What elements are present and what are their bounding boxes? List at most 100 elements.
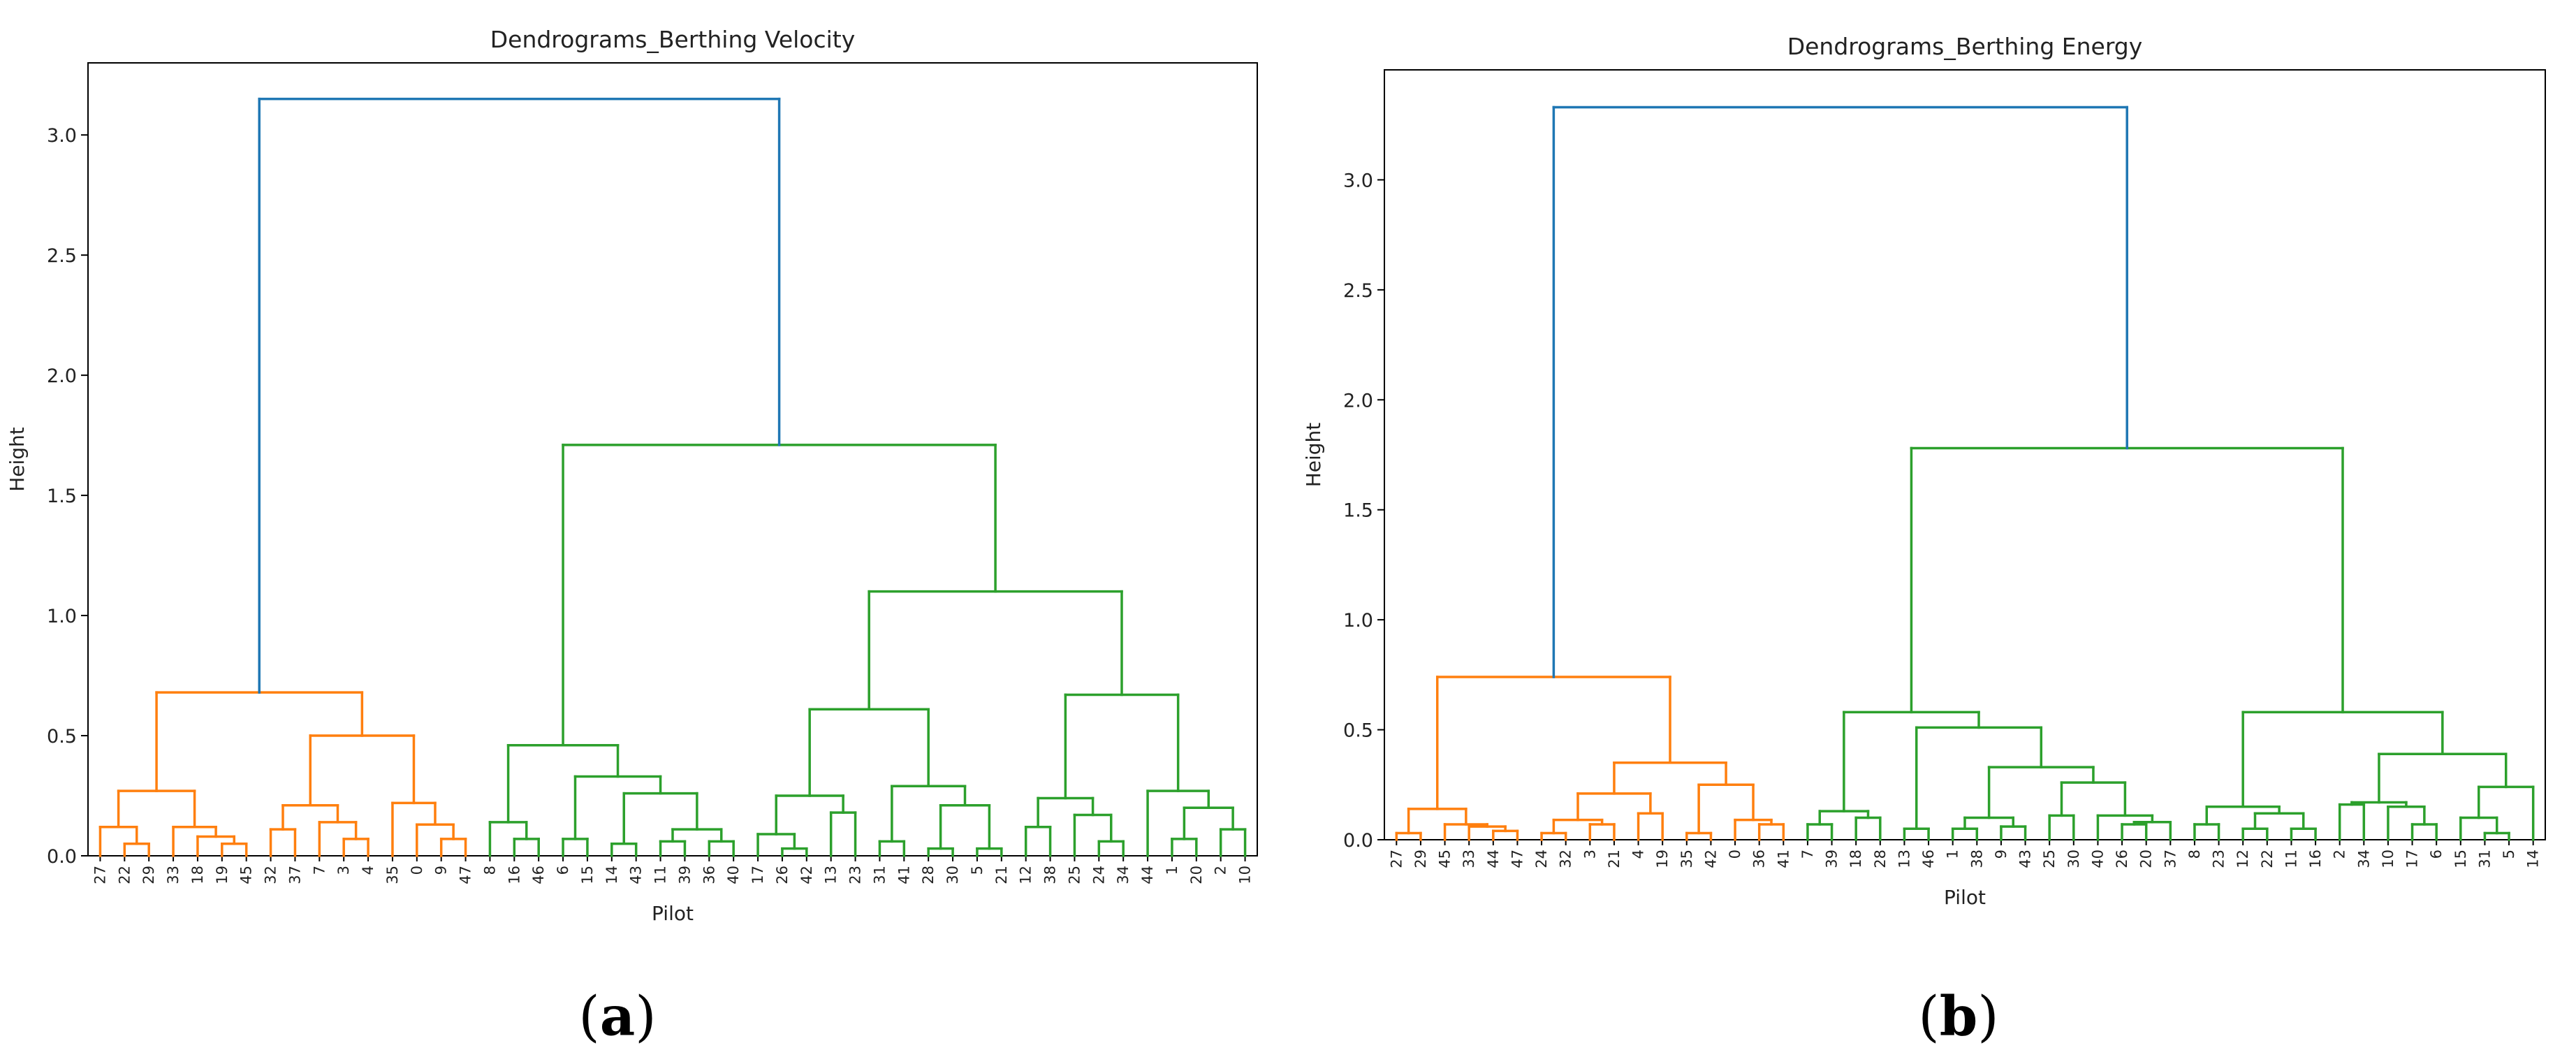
leaf-label: 33 (165, 866, 182, 884)
leaf-label: 4 (360, 866, 376, 875)
leaf-label: 10 (2380, 850, 2396, 868)
leaf-label: 16 (506, 866, 522, 884)
leaf-label: 15 (579, 866, 596, 884)
y-axis-label: Height (6, 427, 29, 492)
y-tick-label: 0.0 (1343, 830, 1373, 852)
leaf-label: 1 (1945, 850, 1961, 859)
leaf-label: 32 (1558, 850, 1574, 868)
leaf-label: 19 (1654, 850, 1671, 868)
leaf-label: 23 (2211, 850, 2227, 868)
leaf-label: 7 (311, 866, 328, 875)
leaf-label: 13 (823, 866, 840, 884)
leaf-label: 43 (2017, 850, 2034, 868)
leaf-label: 11 (2283, 850, 2299, 868)
leaf-label: 41 (1775, 850, 1792, 868)
leaf-label: 4 (1630, 850, 1647, 859)
leaf-label: 35 (384, 866, 401, 884)
leaf-label: 2 (2332, 850, 2348, 859)
leaf-label: 1 (1164, 866, 1180, 875)
leaf-label: 9 (1993, 850, 2010, 859)
leaf-label: 17 (2404, 850, 2421, 868)
x-axis-label: Pilot (1944, 886, 1986, 909)
leaf-label: 40 (2089, 850, 2106, 868)
leaf-label: 29 (140, 866, 157, 884)
leaf-label: 25 (2041, 850, 2058, 868)
y-tick-label: 0.5 (1343, 720, 1373, 742)
leaf-label: 20 (2138, 850, 2155, 868)
leaf-label: 25 (1066, 866, 1083, 884)
leaf-label: 6 (2428, 850, 2445, 859)
y-tick-label: 2.5 (1343, 280, 1373, 302)
leaf-label: 28 (1872, 850, 1889, 868)
caption-b: (b) (1918, 984, 1999, 1049)
leaf-label: 41 (895, 866, 912, 884)
y-tick-label: 2.5 (47, 245, 77, 267)
dendrogram-energy: Dendrograms_Berthing Energy 0.0 0.5 1.0 1.5 2… (1302, 33, 2546, 909)
leaf-label: 21 (1606, 850, 1623, 868)
leaf-label: 6 (555, 866, 571, 875)
y-tick-label: 0.0 (47, 846, 77, 868)
leaf-label: 11 (652, 866, 669, 884)
y-tick-label: 2.0 (1343, 390, 1373, 411)
leaf-label: 42 (798, 866, 815, 884)
leaf-label: 47 (1509, 850, 1525, 868)
leaf-label: 40 (725, 866, 742, 884)
dendrogram-velocity: Dendrograms_Berthing Velocity 0.0 0.5 1.0 1.… (6, 26, 1258, 925)
leaf-label: 26 (774, 866, 791, 884)
leaf-label: 27 (92, 866, 108, 884)
leaf-label: 5 (969, 866, 986, 875)
y-tick-label: 1.5 (47, 486, 77, 507)
leaf-label: 14 (2525, 850, 2542, 868)
leaf-label: 45 (238, 866, 255, 884)
y-tick-label: 0.5 (47, 726, 77, 748)
leaf-label: 34 (2355, 850, 2372, 868)
y-tick-label: 1.5 (1343, 500, 1373, 522)
leaf-label: 19 (214, 866, 230, 884)
leaf-label: 31 (871, 866, 888, 884)
leaf-label: 24 (1090, 866, 1107, 884)
plot-frame (1384, 69, 2546, 840)
leaf-label: 16 (2307, 850, 2324, 868)
leaf-label: 22 (116, 866, 133, 884)
leaf-label: 42 (1702, 850, 1719, 868)
leaf-label: 18 (1847, 850, 1864, 868)
leaf-label: 26 (2114, 850, 2130, 868)
leaf-label: 8 (2186, 850, 2203, 859)
leaf-label: 22 (2259, 850, 2276, 868)
leaf-label: 8 (481, 866, 498, 875)
leaf-label: 44 (1485, 850, 1502, 868)
chart-title: Dendrograms_Berthing Energy (1787, 33, 2143, 60)
y-axis-label: Height (1302, 423, 1325, 488)
leaf-label: 35 (1678, 850, 1695, 868)
leaf-label: 43 (628, 866, 645, 884)
y-tick-label: 1.0 (47, 606, 77, 627)
leaf-label: 44 (1139, 866, 1156, 884)
chart-panel-velocity: Dendrograms_Berthing Velocity 0.0 0.5 1.0 1.… (6, 26, 1258, 1049)
leaf-label: 47 (458, 866, 474, 884)
leaf-label: 30 (2065, 850, 2082, 868)
leaf-label: 13 (1896, 850, 1912, 868)
leaf-label: 14 (603, 866, 620, 884)
y-tick-label: 2.0 (47, 365, 77, 387)
leaf-label: 28 (920, 866, 937, 884)
leaf-label: 0 (1727, 850, 1743, 859)
leaf-label: 23 (847, 866, 864, 884)
leaf-label: 27 (1388, 850, 1405, 868)
leaf-label: 21 (993, 866, 1010, 884)
chart-panel-energy: Dendrograms_Berthing Energy 0.0 0.5 1.0 1.5 2… (1288, 0, 2576, 1057)
leaf-label: 45 (1437, 850, 1454, 868)
leaf-label: 15 (2452, 850, 2469, 868)
leaf-label: 0 (409, 866, 425, 875)
leaf-label: 18 (189, 866, 206, 884)
leaf-label: 36 (701, 866, 717, 884)
plot-frame (87, 62, 1258, 856)
y-tick-label: 3.0 (1343, 170, 1373, 191)
caption-a: (a) (578, 984, 657, 1049)
leaf-label: 29 (1412, 850, 1429, 868)
leaf-label: 20 (1188, 866, 1205, 884)
leaf-label: 17 (749, 866, 766, 884)
leaf-label: 30 (944, 866, 961, 884)
leaf-label: 34 (1115, 866, 1132, 884)
leaf-label: 24 (1533, 850, 1550, 868)
y-tick-label: 1.0 (1343, 610, 1373, 632)
